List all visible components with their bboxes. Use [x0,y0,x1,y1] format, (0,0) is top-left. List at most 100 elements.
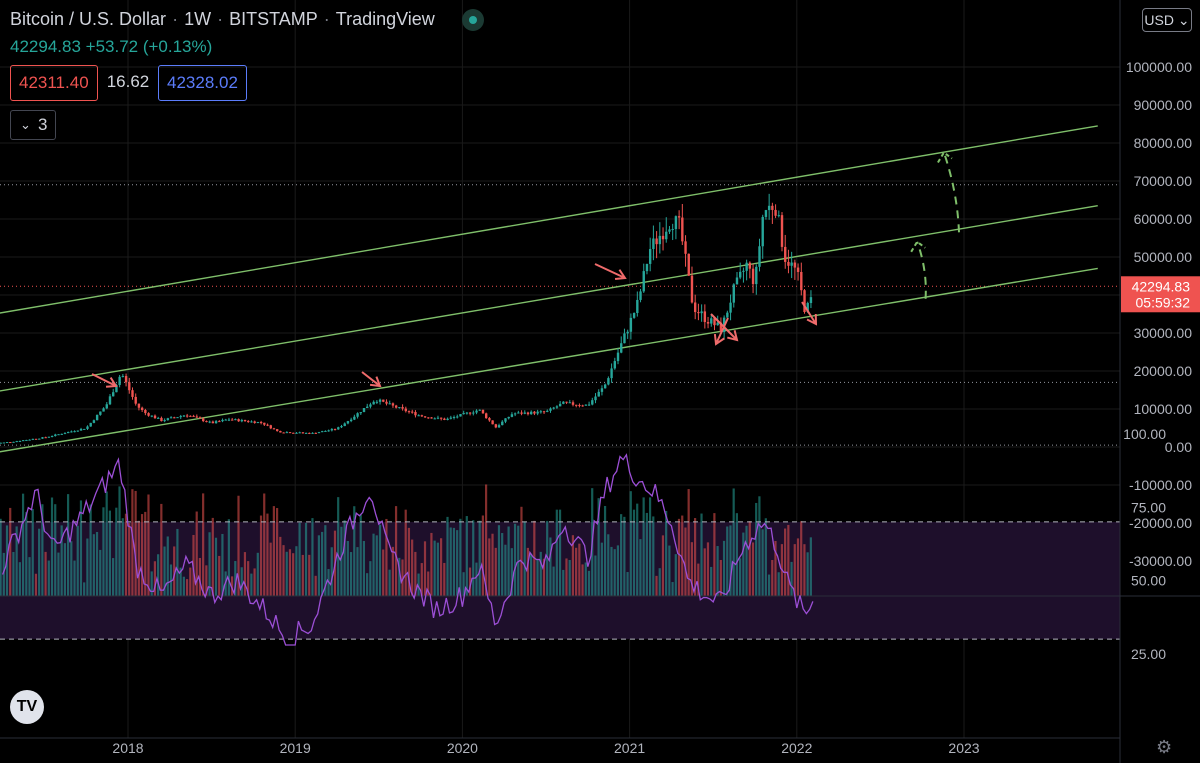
candle-body [54,434,57,437]
candle-body [394,405,398,408]
symbol-title[interactable]: Bitcoin / U.S. Dollar · 1W · BITSTAMP · Tradin… [10,9,435,29]
candle-body [28,439,31,441]
currency-selector[interactable]: USD ⌄ [1142,8,1192,32]
candle-body [600,388,604,392]
volume-bar [128,523,131,596]
volume-bar [536,559,539,596]
volume-bar [787,524,790,596]
arrow-shaft [361,371,381,387]
tradingview-logo-icon[interactable]: TV [10,690,44,724]
sell-price-button[interactable]: 42311.40 [10,65,98,101]
volume-bar [671,582,674,596]
candle-body [517,412,520,414]
candle-body [459,414,462,417]
volume-bar [558,509,562,596]
candle-body [668,229,671,232]
buy-price-button[interactable]: 42328.02 [158,65,247,101]
candle-body [626,331,629,334]
volume-bar [208,532,211,596]
candle-body [382,399,385,402]
volume-bar [378,524,382,596]
arrow-head [614,269,627,281]
candle-body [263,422,266,425]
volume-bar [66,494,70,596]
candle-body [552,407,555,409]
volume-bar [513,523,517,596]
candle-body [256,422,260,424]
volume-bar [481,515,484,596]
volume-bar [587,570,591,596]
volume-bar [575,547,578,596]
volume-bar [169,564,173,596]
candle-body [153,415,157,419]
volume-bar [713,513,716,596]
volume-bar [417,573,420,596]
volume-bar [218,555,221,596]
candle-body [295,432,298,434]
volume-bar [28,557,31,596]
volume-bar [693,518,697,596]
candle-body [420,415,424,417]
volume-bar [124,513,128,596]
candle-body [272,428,276,430]
candle-body [411,411,414,413]
volume-bar [507,526,510,596]
price-tick-label: 60000.00 [1134,211,1193,227]
volume-bar [745,525,748,596]
candle-body [771,205,774,210]
candle-body [60,433,63,435]
indicators-collapse-button[interactable]: ⌄ 3 [10,110,56,140]
candle-body [218,421,221,423]
candle-body [121,376,125,378]
time-tick-label: 2023 [948,740,979,756]
candle-body [89,422,92,427]
candle-body [176,417,179,419]
candle-body [343,423,346,427]
rsi-tick-label: 25.00 [1131,646,1166,662]
interval-label: 1W [184,9,212,29]
candle-body [719,322,723,333]
live-dot-icon [462,9,484,31]
volume-bar [578,543,581,596]
volume-bar [285,551,288,596]
candle-body [224,419,227,421]
volume-bar [423,541,427,596]
candle-body [353,416,356,420]
price-tick-label: 90000.00 [1134,97,1193,113]
volume-bar [767,574,771,596]
volume-bar [620,514,623,596]
candle-body [369,404,372,407]
candle-body [298,432,301,434]
candle-body [809,297,813,304]
candle-body [314,432,317,434]
candle-body [234,419,237,421]
candle-body [623,333,626,344]
volume-bar [517,525,520,596]
candle-body [639,291,642,300]
volume-bar [356,547,359,596]
volume-bar [652,516,655,596]
candle-body [269,425,272,429]
candle-body [665,231,668,240]
candle-body [292,432,295,434]
gear-icon[interactable]: ⚙ [1156,737,1173,757]
candle-body [195,416,199,418]
candle-body [112,392,115,397]
volume-bar [642,497,645,596]
candle-body [259,422,263,424]
volume-bar [684,527,687,596]
candle-body [288,432,292,434]
volume-bar [806,552,809,596]
horizontal-levels [0,184,1120,446]
volume-bar [632,509,636,596]
candle-body [214,421,218,424]
volume-bar [629,491,632,596]
last-price: 42294.83 [10,37,81,56]
volume-bar [710,566,713,596]
candle-body [285,432,289,434]
volume-bar [349,552,353,596]
time-tick-label: 2021 [614,740,645,756]
candle-body [279,430,282,433]
